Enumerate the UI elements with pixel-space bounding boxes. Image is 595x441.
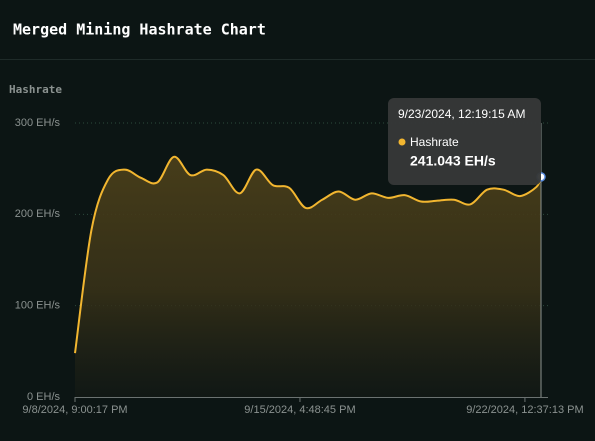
y-tick-label: 100 EH/s	[15, 300, 61, 312]
tooltip-value: 241.043 EH/s	[410, 153, 496, 169]
y-axis-title: Hashrate	[9, 83, 62, 96]
tooltip-title: 9/23/2024, 12:19:15 AM	[398, 107, 525, 121]
tooltip-swatch	[398, 138, 406, 146]
tooltip-series: Hashrate	[410, 135, 459, 149]
tooltip-box	[388, 98, 541, 185]
chart-title: Merged Mining Hashrate Chart	[13, 21, 266, 39]
area-line	[74, 155, 542, 354]
y-tick-label: 0 EH/s	[27, 391, 61, 403]
y-tick-label: 200 EH/s	[15, 208, 61, 220]
y-tick-label: 300 EH/s	[15, 117, 61, 129]
x-tick-label: 9/22/2024, 12:37:13 PM	[466, 404, 583, 416]
area-fill	[75, 156, 541, 397]
x-tick-label: 9/8/2024, 9:00:17 PM	[22, 404, 127, 416]
tooltip: 9/23/2024, 12:19:15 AM Hashrate 241.043 EH…	[388, 98, 541, 185]
x-tick-label: 9/15/2024, 4:48:45 PM	[244, 404, 355, 416]
